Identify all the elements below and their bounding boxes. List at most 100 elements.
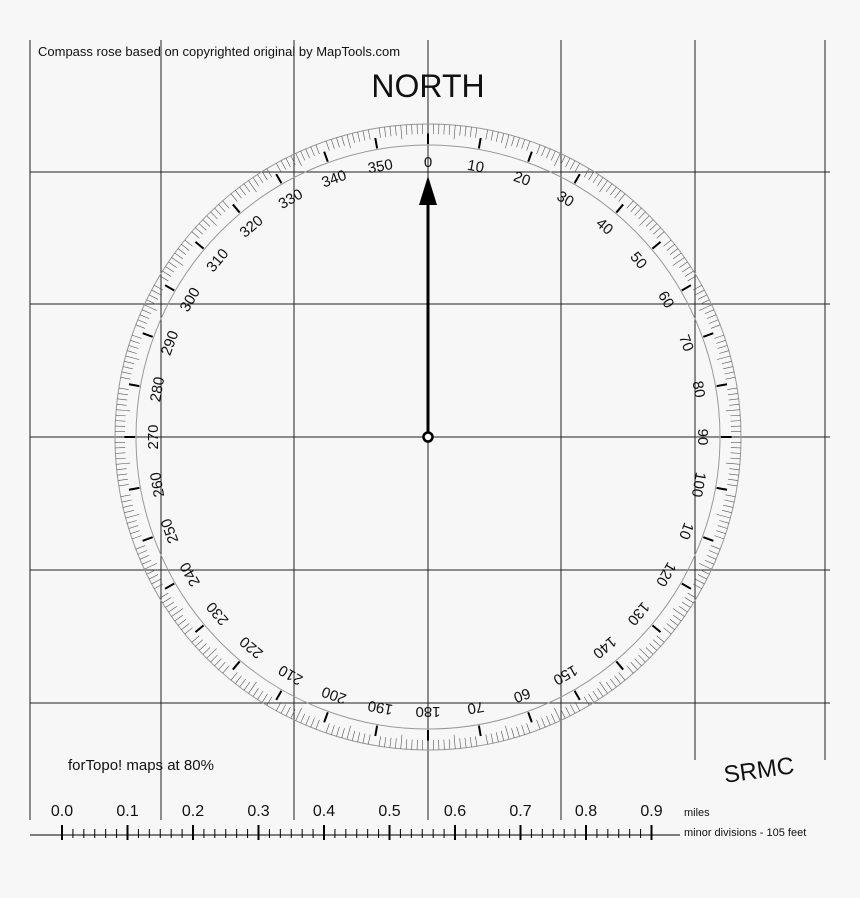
dial-tick <box>630 661 638 670</box>
dial-tick <box>168 261 177 268</box>
dial-tick <box>315 144 320 155</box>
dial-tick <box>174 614 184 622</box>
dial-tick <box>202 647 211 655</box>
dial-tick <box>716 339 726 344</box>
dial-tick <box>638 211 646 220</box>
dial-tick <box>652 639 661 647</box>
dial-tick <box>162 597 172 604</box>
dial-tick <box>490 130 494 141</box>
dial-tick <box>341 728 345 738</box>
dial-tick <box>706 555 717 560</box>
dial-tick <box>177 248 187 255</box>
dial-tick <box>714 334 725 339</box>
dial-label: 310 <box>203 246 232 276</box>
dial-tick <box>116 462 131 465</box>
dial-tick <box>719 520 729 524</box>
dial-tick <box>684 270 694 277</box>
dial-tick <box>588 693 595 703</box>
dial-tick <box>597 688 604 697</box>
dial-tick <box>239 186 246 196</box>
dial-tick <box>695 578 705 585</box>
dial-tick <box>729 468 740 471</box>
dial-tick <box>666 244 675 251</box>
dial-tick <box>181 623 190 630</box>
dial-tick <box>710 324 721 329</box>
dial-tick <box>148 294 159 300</box>
dial-tick <box>118 478 128 481</box>
dial-label: 140 <box>589 633 619 662</box>
dial-tick <box>357 732 361 743</box>
dial-tick <box>128 525 139 529</box>
dial-tick <box>626 665 634 674</box>
dial-tick <box>728 473 739 476</box>
dial-tick <box>464 126 467 137</box>
dial-tick <box>526 140 531 151</box>
dial-tick <box>137 319 148 324</box>
scale-label: 0.5 <box>378 803 400 820</box>
dial-tick <box>725 409 740 412</box>
dial-tick <box>195 639 204 647</box>
dial-tick <box>285 706 291 717</box>
dial-tick <box>374 725 379 737</box>
dial-tick <box>384 737 387 747</box>
dial-tick <box>181 244 190 251</box>
dial-tick <box>459 738 462 749</box>
dial-tick <box>118 387 129 390</box>
dial-tick <box>554 707 561 721</box>
dial-tick <box>695 289 705 296</box>
dial-tick <box>128 345 139 349</box>
dial-tick <box>501 133 505 144</box>
dial-tick <box>730 414 741 417</box>
dial-tick <box>357 131 361 142</box>
dial-tick <box>159 275 169 282</box>
dial-tick <box>583 696 590 706</box>
dial-tick <box>730 452 741 454</box>
dial-tick <box>501 730 505 741</box>
dial-tick <box>374 137 379 149</box>
dial-tick <box>125 355 140 360</box>
dial-tick <box>174 252 184 260</box>
dial-tick <box>325 140 330 151</box>
dial-tick <box>290 155 296 165</box>
dial-label: 50 <box>626 249 650 273</box>
dial-tick <box>710 545 721 550</box>
scale-label: 0.4 <box>313 803 335 820</box>
dial-tick <box>597 177 604 186</box>
dial-tick <box>118 484 129 487</box>
dial-tick <box>405 739 408 750</box>
dial-tick <box>698 304 712 311</box>
dial-tick <box>716 355 731 360</box>
dial-tick <box>115 420 126 422</box>
dial-tick <box>252 688 259 697</box>
scale-unit: miles <box>684 807 710 819</box>
dial-tick <box>541 146 546 157</box>
dial-tick <box>521 139 526 149</box>
dial-tick <box>202 219 211 227</box>
dial-tick <box>704 309 715 315</box>
dial-label: 70 <box>675 332 697 353</box>
dial-label: 80 <box>689 380 709 399</box>
dial-tick <box>137 550 148 555</box>
dial-label: 60 <box>654 288 677 311</box>
dial-tick <box>702 332 714 338</box>
dial-tick <box>266 696 273 706</box>
dial-tick <box>116 403 127 406</box>
dial-label: 130 <box>624 598 653 628</box>
dial-tick <box>639 648 650 659</box>
dial-tick <box>222 200 230 209</box>
dial-tick <box>243 681 251 691</box>
dial-label: 300 <box>177 285 204 315</box>
dial-tick <box>692 284 702 291</box>
dial-tick <box>618 193 626 202</box>
dial-tick <box>300 150 306 161</box>
dial-tick <box>261 693 268 703</box>
dial-tick <box>521 725 526 735</box>
map-note: forTopo! maps at 80% <box>68 757 214 774</box>
dial-tick <box>516 726 520 737</box>
dial-tick <box>700 299 710 305</box>
dial-tick <box>330 725 335 735</box>
dial-tick <box>248 180 257 193</box>
dial-tick <box>605 183 613 193</box>
dial-tick <box>565 706 571 717</box>
